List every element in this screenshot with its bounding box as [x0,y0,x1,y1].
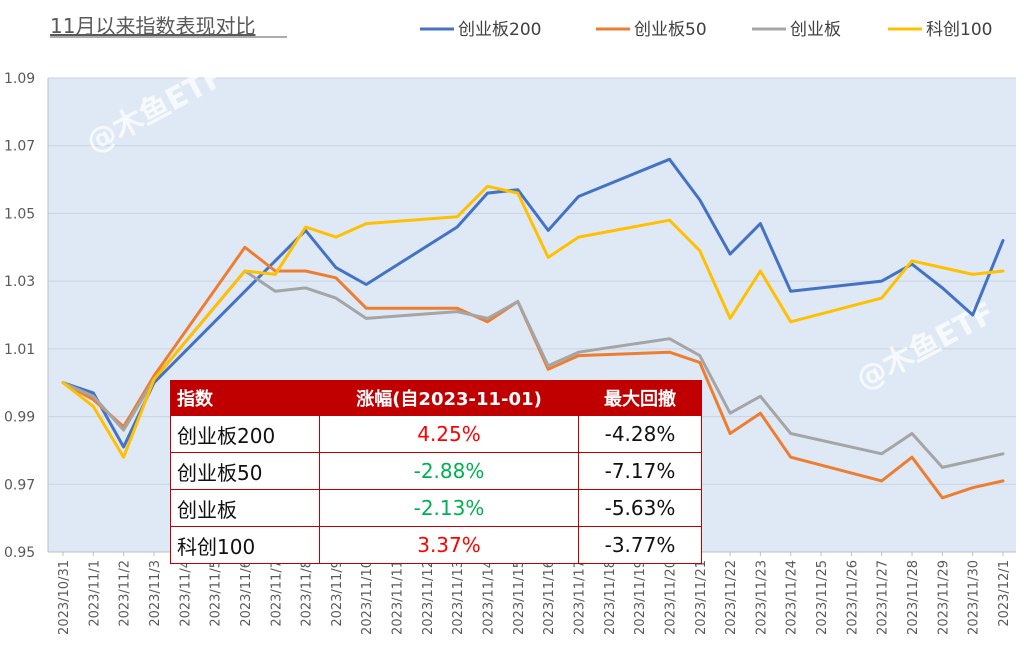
y-tick-label: 1.07 [4,139,35,155]
row-change: -2.13% [319,489,579,527]
row-index-name: 科创100 [170,526,320,564]
row-drawdown: -3.77% [578,526,702,564]
x-tick-label: 2023/11/1 [87,560,102,627]
stats-table: 指数 涨幅(自2023-11-01) 最大回撤 创业板200 4.25% -4.… [170,380,702,564]
row-change: -2.88% [319,452,579,490]
x-tick-label: 2023/11/17 [572,560,587,635]
x-tick-label: 2023/11/16 [542,560,557,635]
x-tick-label: 2023/11/9 [330,560,345,627]
row-change: 4.25% [319,415,579,453]
x-tick-label: 2023/11/19 [633,560,648,635]
legend-label: 创业板 [790,20,841,40]
x-tick-label: 2023/11/10 [360,560,375,635]
x-tick-label: 2023/11/11 [391,560,406,635]
x-tick-label: 2023/11/20 [663,560,678,635]
y-tick-label: 1.05 [4,206,35,222]
x-tick-label: 2023/11/18 [603,560,618,635]
x-axis-ticks: 2023/10/31 2023/11/1 2023/11/2 2023/11/3 202… [57,552,1012,635]
x-tick-label: 2023/11/5 [209,560,224,627]
x-tick-label: 2023/11/30 [967,560,982,635]
y-tick-label: 1.03 [4,274,35,290]
x-tick-label: 2023/11/14 [482,560,497,635]
legend-label: 创业板200 [458,20,541,40]
x-tick-label: 2023/10/31 [57,560,72,635]
legend: 创业板200 创业板50 创业板 科创100 [420,20,992,40]
x-tick-label: 2023/11/13 [451,560,466,635]
header-drawdown: 最大回撤 [578,380,702,416]
x-tick-label: 2023/11/3 [148,560,163,627]
legend-label: 创业板50 [634,20,707,40]
x-tick-label: 2023/11/21 [694,560,709,635]
row-change: 3.37% [319,526,579,564]
y-tick-label: 1.01 [4,342,35,358]
x-tick-label: 2023/11/27 [876,560,891,635]
header-index: 指数 [170,380,320,416]
row-drawdown: -4.28% [578,415,702,453]
row-drawdown: -5.63% [578,489,702,527]
x-tick-label: 2023/11/22 [724,560,739,635]
x-tick-label: 2023/11/4 [178,560,193,627]
y-tick-label: 1.09 [4,71,35,87]
x-tick-label: 2023/11/25 [815,560,830,635]
table-row: 创业板200 4.25% -4.28% [170,415,702,453]
row-index-name: 创业板 [170,489,320,527]
series-line [61,157,1005,449]
series-line [61,184,1005,459]
x-tick-label: 2023/11/28 [906,560,921,635]
x-tick-label: 2023/11/26 [845,560,860,635]
x-tick-label: 2023/11/29 [936,560,951,635]
legend-label: 科创100 [926,20,992,40]
x-tick-label: 2023/11/7 [269,560,284,627]
table-row: 创业板 -2.13% -5.63% [170,489,702,527]
y-tick-label: 0.95 [4,545,35,561]
y-tick-label: 0.99 [4,410,35,426]
x-tick-label: 2023/11/24 [785,560,800,635]
y-axis-ticks: 0.95 0.97 0.99 1.01 1.03 1.05 1.07 1.09 [4,71,35,561]
x-tick-label: 2023/11/2 [118,560,133,627]
x-tick-label: 2023/11/15 [512,560,527,635]
x-tick-label: 2023/11/23 [754,560,769,635]
row-index-name: 创业板200 [170,415,320,453]
chart-title: 11月以来指数表现对比 [50,14,255,38]
table-row: 创业板50 -2.88% -7.17% [170,452,702,490]
series-lines [61,157,1005,500]
table-row: 科创100 3.37% -3.77% [170,526,702,564]
row-drawdown: -7.17% [578,452,702,490]
row-index-name: 创业板50 [170,452,320,490]
header-change: 涨幅(自2023-11-01) [319,380,579,416]
table-header-row: 指数 涨幅(自2023-11-01) 最大回撤 [170,380,702,416]
x-tick-label: 2023/11/12 [421,560,436,635]
x-tick-label: 2023/11/8 [300,560,315,627]
x-tick-label: 2023/12/1 [997,560,1012,627]
y-tick-label: 0.97 [4,477,35,493]
x-tick-label: 2023/11/6 [239,560,254,627]
